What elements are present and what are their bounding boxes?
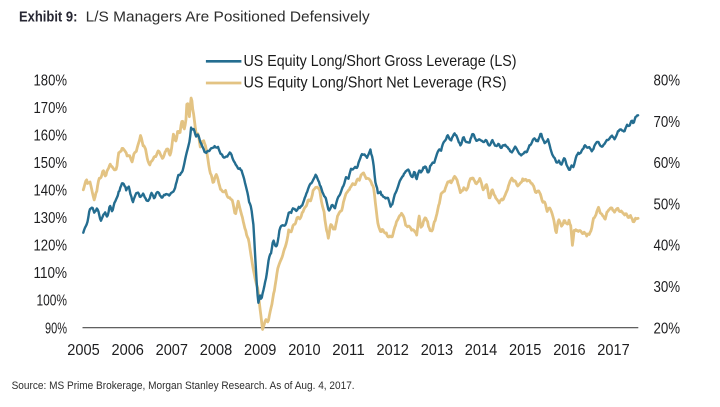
svg-text:50%: 50% — [654, 196, 681, 213]
svg-text:120%: 120% — [34, 238, 68, 255]
svg-text:2015: 2015 — [509, 342, 541, 359]
svg-text:170%: 170% — [34, 100, 68, 117]
svg-text:110%: 110% — [34, 265, 68, 282]
svg-text:2012: 2012 — [377, 342, 409, 359]
svg-text:2006: 2006 — [112, 342, 144, 359]
svg-text:2009: 2009 — [244, 342, 276, 359]
svg-text:30%: 30% — [654, 279, 681, 296]
svg-text:90%: 90% — [45, 320, 67, 337]
svg-text:20%: 20% — [654, 320, 681, 337]
svg-text:40%: 40% — [654, 238, 681, 255]
svg-text:2007: 2007 — [156, 342, 188, 359]
svg-text:US Equity Long/Short Gross Lev: US Equity Long/Short Gross Leverage (LS) — [244, 53, 517, 70]
svg-text:2016: 2016 — [553, 342, 585, 359]
svg-text:2013: 2013 — [421, 342, 453, 359]
svg-text:160%: 160% — [34, 128, 68, 145]
svg-text:140%: 140% — [34, 183, 68, 200]
svg-text:2010: 2010 — [288, 342, 320, 359]
svg-text:2008: 2008 — [200, 342, 232, 359]
svg-text:L/S Managers Are Positioned De: L/S Managers Are Positioned Defensively — [86, 9, 371, 26]
svg-text:2017: 2017 — [597, 342, 629, 359]
svg-text:2011: 2011 — [332, 342, 364, 359]
svg-text:Exhibit 9:: Exhibit 9: — [19, 9, 77, 26]
svg-text:60%: 60% — [654, 155, 681, 172]
svg-text:100%: 100% — [37, 293, 68, 310]
svg-text:Source: MS Prime Brokerage, Mo: Source: MS Prime Brokerage, Morgan Stanl… — [12, 380, 355, 392]
svg-text:180%: 180% — [34, 73, 68, 90]
svg-text:2014: 2014 — [465, 342, 497, 359]
svg-text:80%: 80% — [654, 73, 681, 90]
svg-text:2005: 2005 — [67, 342, 99, 359]
svg-text:70%: 70% — [654, 114, 681, 131]
svg-text:US Equity Long/Short Net Lever: US Equity Long/Short Net Leverage (RS) — [244, 75, 507, 92]
svg-text:130%: 130% — [34, 210, 68, 227]
svg-text:150%: 150% — [34, 155, 68, 172]
